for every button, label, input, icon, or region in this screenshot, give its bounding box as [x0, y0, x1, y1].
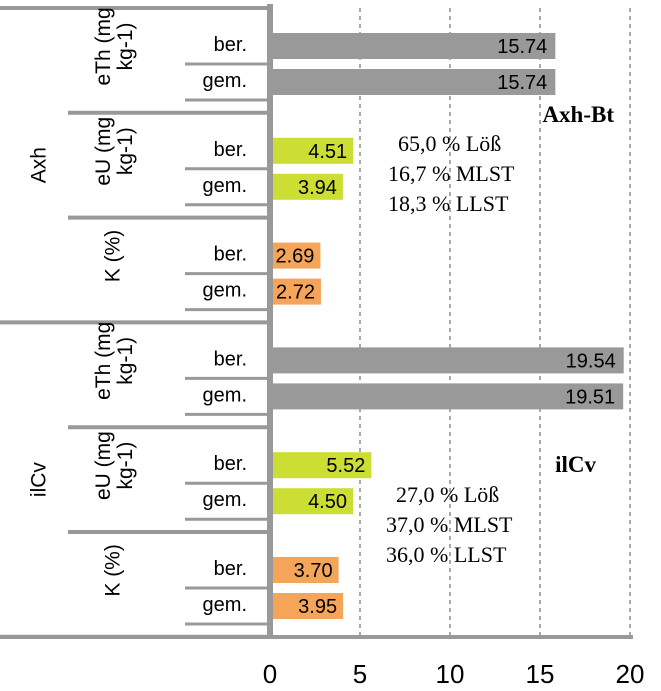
bar [272, 278, 321, 305]
value-label: 3.95 [298, 596, 337, 618]
parameter-label: eU (mgkg-1) [92, 117, 137, 186]
value-label: 4.51 [308, 141, 347, 163]
value-label: 5.52 [326, 455, 365, 477]
row-label: gem. [203, 70, 247, 92]
value-label: 19.54 [566, 350, 616, 372]
parameter-label: eTh (mgkg-1) [92, 7, 137, 85]
x-tick-label: 20 [616, 659, 645, 689]
x-tick-label: 5 [353, 659, 367, 689]
value-label: 3.70 [294, 560, 333, 582]
row-label: ber. [214, 348, 247, 370]
row-label: ber. [214, 558, 247, 580]
annotation-title: ilCv [555, 452, 596, 477]
annotation-line: 27,0 % Löß [396, 482, 499, 507]
row-label: ber. [214, 139, 247, 161]
value-label: 2.69 [275, 246, 314, 268]
bar [272, 33, 556, 59]
bar [272, 137, 354, 164]
bar [272, 173, 343, 200]
bar [272, 593, 344, 619]
row-label: gem. [203, 175, 247, 197]
parameter-label: K (%) [101, 230, 124, 283]
annotation-line: 36,0 % LLST [386, 542, 507, 567]
row-label: gem. [203, 280, 247, 302]
row-label: gem. [203, 384, 247, 406]
annotation-line: 16,7 % MLST [388, 161, 515, 186]
bar [272, 69, 556, 95]
row-label: ber. [214, 453, 247, 475]
x-tick-label: 0 [263, 659, 277, 689]
annotation-line: 37,0 % MLST [386, 512, 513, 537]
annotation-line: 65,0 % Löß [398, 131, 501, 156]
row-label: gem. [203, 489, 247, 511]
value-label: 4.50 [308, 491, 347, 513]
bar [272, 557, 339, 583]
parameter-label: K (%) [101, 544, 124, 597]
value-label: 3.94 [298, 177, 337, 199]
annotation-title: Axh-Bt [542, 102, 614, 127]
row-label: ber. [214, 244, 247, 266]
bar [272, 242, 321, 269]
horizon-label: Axh [27, 147, 50, 183]
row-label: ber. [214, 34, 247, 56]
bar [272, 452, 372, 479]
bar [272, 383, 624, 410]
x-tick-label: 10 [436, 659, 465, 689]
value-label: 19.51 [565, 386, 615, 408]
horizon-label: ilCv [27, 462, 50, 497]
value-label: 15.74 [497, 72, 547, 94]
value-label: 2.72 [276, 282, 315, 304]
parameter-label: eU (mgkg-1) [92, 431, 137, 500]
parameter-label: eTh (mgkg-1) [92, 322, 137, 400]
annotation-line: 18,3 % LLST [388, 191, 509, 216]
bar [272, 347, 624, 374]
x-tick-label: 15 [526, 659, 555, 689]
bar [272, 488, 353, 515]
row-label: gem. [203, 594, 247, 616]
value-label: 15.74 [497, 36, 547, 58]
